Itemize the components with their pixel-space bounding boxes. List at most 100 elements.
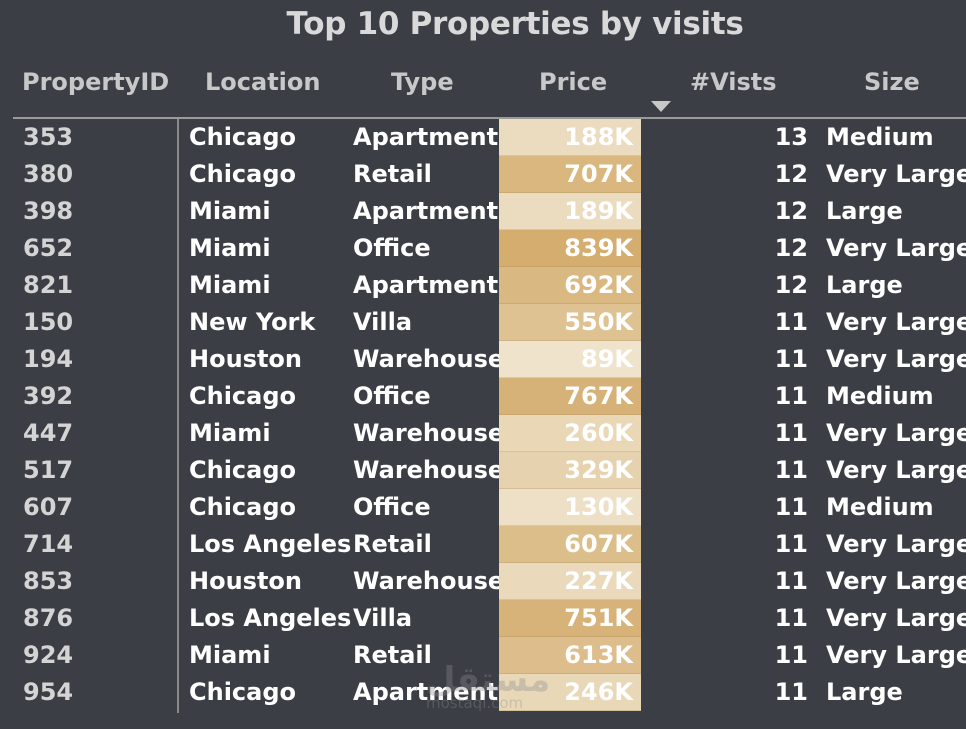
table-row[interactable]: 517 Chicago Warehouse 329K 11 Very Large [0,452,966,489]
cell-location: Houston [189,345,302,373]
cell-propertyid: 954 [23,678,74,706]
cell-visits: 11 [774,493,808,521]
table-row[interactable]: 447 Miami Warehouse 260K 11 Very Large [0,415,966,452]
cell-location: Chicago [189,382,297,410]
cell-size: Very Large [826,308,966,336]
table-row[interactable]: 353 Chicago Apartment 188K 13 Medium [0,119,966,156]
cell-type: Retail [353,641,432,669]
cell-price: 839K [499,230,641,267]
cell-size: Large [826,678,903,706]
header-divider [13,117,966,119]
table-row[interactable]: 398 Miami Apartment 189K 12 Large [0,193,966,230]
table-row[interactable]: 876 Los Angeles Villa 751K 11 Very Large [0,600,966,637]
cell-type: Retail [353,530,432,558]
cell-visits: 12 [774,160,808,188]
table-row[interactable]: 392 Chicago Office 767K 11 Medium [0,378,966,415]
cell-visits: 11 [774,308,808,336]
cell-location: Miami [189,197,271,225]
cell-visits: 12 [774,234,808,262]
table-row[interactable]: 380 Chicago Retail 707K 12 Very Large [0,156,966,193]
cell-size: Very Large [826,604,966,632]
table-row[interactable]: 607 Chicago Office 130K 11 Medium [0,489,966,526]
cell-price: 246K [499,674,641,711]
cell-propertyid: 353 [23,123,74,151]
cell-location: Miami [189,419,271,447]
cell-location: Chicago [189,160,297,188]
table-row[interactable]: 821 Miami Apartment 692K 12 Large [0,267,966,304]
cell-price: 89K [499,341,641,378]
cell-visits: 11 [774,456,808,484]
cell-size: Medium [826,493,934,521]
cell-price: 189K [499,193,641,230]
cell-location: Chicago [189,678,297,706]
cell-propertyid: 150 [23,308,74,336]
cell-location: Chicago [189,493,297,521]
cell-size: Large [826,271,903,299]
column-header-type[interactable]: Type [391,68,454,96]
cell-price: 751K [499,600,641,637]
column-header-visits[interactable]: #Vists [690,68,777,96]
table-title: Top 10 Properties by visits [286,6,744,42]
cell-type: Retail [353,160,432,188]
table-row[interactable]: 714 Los Angeles Retail 607K 11 Very Large [0,526,966,563]
cell-visits: 11 [774,530,808,558]
cell-type: Office [353,234,431,262]
cell-size: Very Large [826,641,966,669]
cell-type: Villa [353,604,413,632]
column-header-location[interactable]: Location [205,68,321,96]
cell-type: Apartment [353,197,499,225]
cell-location: Miami [189,641,271,669]
cell-visits: 12 [774,197,808,225]
cell-price: 692K [499,267,641,304]
cell-visits: 11 [774,419,808,447]
table-body: 353 Chicago Apartment 188K 13 Medium 380 Chicag… [0,119,966,711]
cell-size: Very Large [826,160,966,188]
cell-type: Office [353,493,431,521]
cell-location: Chicago [189,123,297,151]
cell-location: Chicago [189,456,297,484]
cell-price: 227K [499,563,641,600]
cell-size: Large [826,197,903,225]
cell-propertyid: 607 [23,493,74,521]
column-header-price[interactable]: Price [539,68,608,96]
cell-type: Warehouse [353,345,505,373]
table-row[interactable]: 150 New York Villa 550K 11 Very Large [0,304,966,341]
cell-propertyid: 652 [23,234,74,262]
column-header-propertyid[interactable]: PropertyID [22,68,170,96]
cell-size: Very Large [826,567,966,595]
cell-propertyid: 924 [23,641,74,669]
cell-price: 260K [499,415,641,452]
cell-propertyid: 517 [23,456,74,484]
cell-size: Very Large [826,234,966,262]
column-header-size[interactable]: Size [864,68,920,96]
table-row[interactable]: 652 Miami Office 839K 12 Very Large [0,230,966,267]
cell-type: Apartment [353,678,499,706]
cell-price: 767K [499,378,641,415]
table-row[interactable]: 954 Chicago Apartment 246K 11 Large [0,674,966,711]
cell-propertyid: 392 [23,382,74,410]
table-row[interactable]: 924 Miami Retail 613K 11 Very Large [0,637,966,674]
cell-price: 607K [499,526,641,563]
cell-visits: 13 [774,123,808,151]
cell-size: Medium [826,382,934,410]
cell-price: 550K [499,304,641,341]
cell-propertyid: 398 [23,197,74,225]
cell-visits: 11 [774,567,808,595]
cell-price: 329K [499,452,641,489]
cell-propertyid: 853 [23,567,74,595]
cell-visits: 11 [774,345,808,373]
cell-propertyid: 447 [23,419,74,447]
cell-type: Office [353,382,431,410]
table-row[interactable]: 853 Houston Warehouse 227K 11 Very Large [0,563,966,600]
cell-visits: 12 [774,271,808,299]
cell-type: Warehouse [353,419,505,447]
cell-location: Houston [189,567,302,595]
cell-location: Miami [189,234,271,262]
sort-descending-icon[interactable] [651,101,671,112]
table-row[interactable]: 194 Houston Warehouse 89K 11 Very Large [0,341,966,378]
cell-visits: 11 [774,604,808,632]
cell-size: Very Large [826,456,966,484]
cell-price: 130K [499,489,641,526]
cell-propertyid: 714 [23,530,74,558]
cell-location: Miami [189,271,271,299]
